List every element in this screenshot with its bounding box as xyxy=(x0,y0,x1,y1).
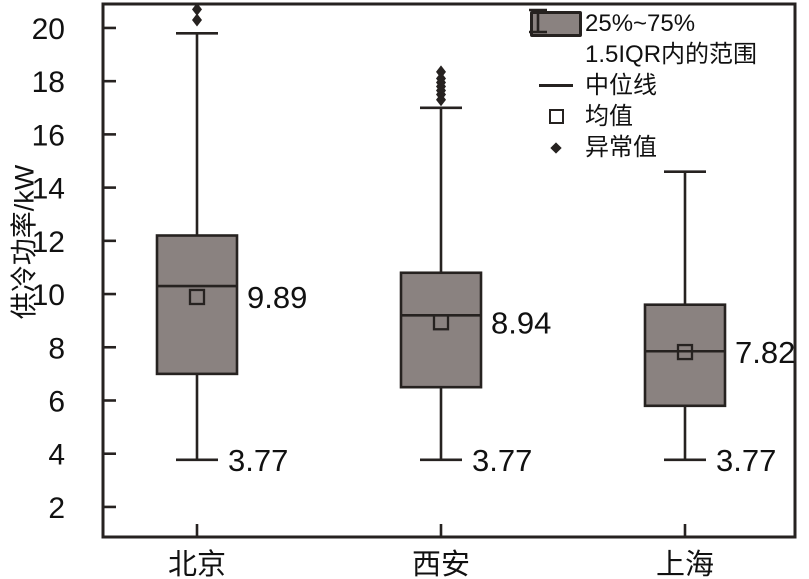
x-tick-label: 上海 xyxy=(656,548,714,579)
legend-item-label: 25%~75% xyxy=(585,9,696,37)
legend-item-outlier: 异常值 xyxy=(527,132,757,163)
legend-item-label: 均值 xyxy=(585,102,633,130)
mean-value-label: 7.82 xyxy=(735,335,795,370)
y-tick-label: 8 xyxy=(48,332,65,365)
y-tick-label: 10 xyxy=(32,279,65,312)
outlier-marker xyxy=(192,2,202,16)
median-line-icon xyxy=(527,84,585,87)
y-tick-label: 12 xyxy=(32,226,65,259)
legend-item-median-line: 中位线 xyxy=(527,70,757,101)
min-value-label: 3.77 xyxy=(716,443,776,478)
legend-item-mean: 均值 xyxy=(527,101,757,132)
y-tick-label: 14 xyxy=(32,173,65,206)
y-tick-label: 2 xyxy=(48,492,65,525)
mean-value-label: 9.89 xyxy=(247,280,307,315)
min-value-label: 3.77 xyxy=(228,443,288,478)
legend: 25%~75% 1.5IQR内的范围 中位线 均值 xyxy=(527,8,757,163)
y-tick-label: 4 xyxy=(48,439,65,472)
legend-item-label: 异常值 xyxy=(585,133,657,161)
outlier-marker xyxy=(436,72,446,86)
mean-value-label: 8.94 xyxy=(491,305,551,340)
legend-item-label: 中位线 xyxy=(585,71,657,99)
y-tick-label: 20 xyxy=(32,13,65,46)
legend-item-label: 1.5IQR内的范围 xyxy=(585,40,758,68)
y-tick-label: 6 xyxy=(48,385,65,418)
legend-item-whisker-range: 1.5IQR内的范围 xyxy=(527,8,758,70)
mean-marker xyxy=(432,314,450,331)
y-axis-title: 供冷功率/kW xyxy=(9,164,40,320)
y-tick-label: 16 xyxy=(32,119,65,152)
mean-marker xyxy=(676,343,694,361)
outlier-diamond-icon xyxy=(527,141,585,154)
outlier-marker xyxy=(436,65,446,79)
x-tick-label: 西安 xyxy=(412,548,470,579)
mean-square-icon xyxy=(527,109,585,124)
outlier-marker xyxy=(192,13,202,27)
legend-item-iqr-box: 25%~75% xyxy=(527,8,757,39)
min-value-label: 3.77 xyxy=(472,443,532,478)
x-tick-label: 北京 xyxy=(168,548,226,579)
y-tick-label: 18 xyxy=(32,66,65,99)
mean-marker xyxy=(188,288,206,306)
iqr-box xyxy=(643,303,727,408)
